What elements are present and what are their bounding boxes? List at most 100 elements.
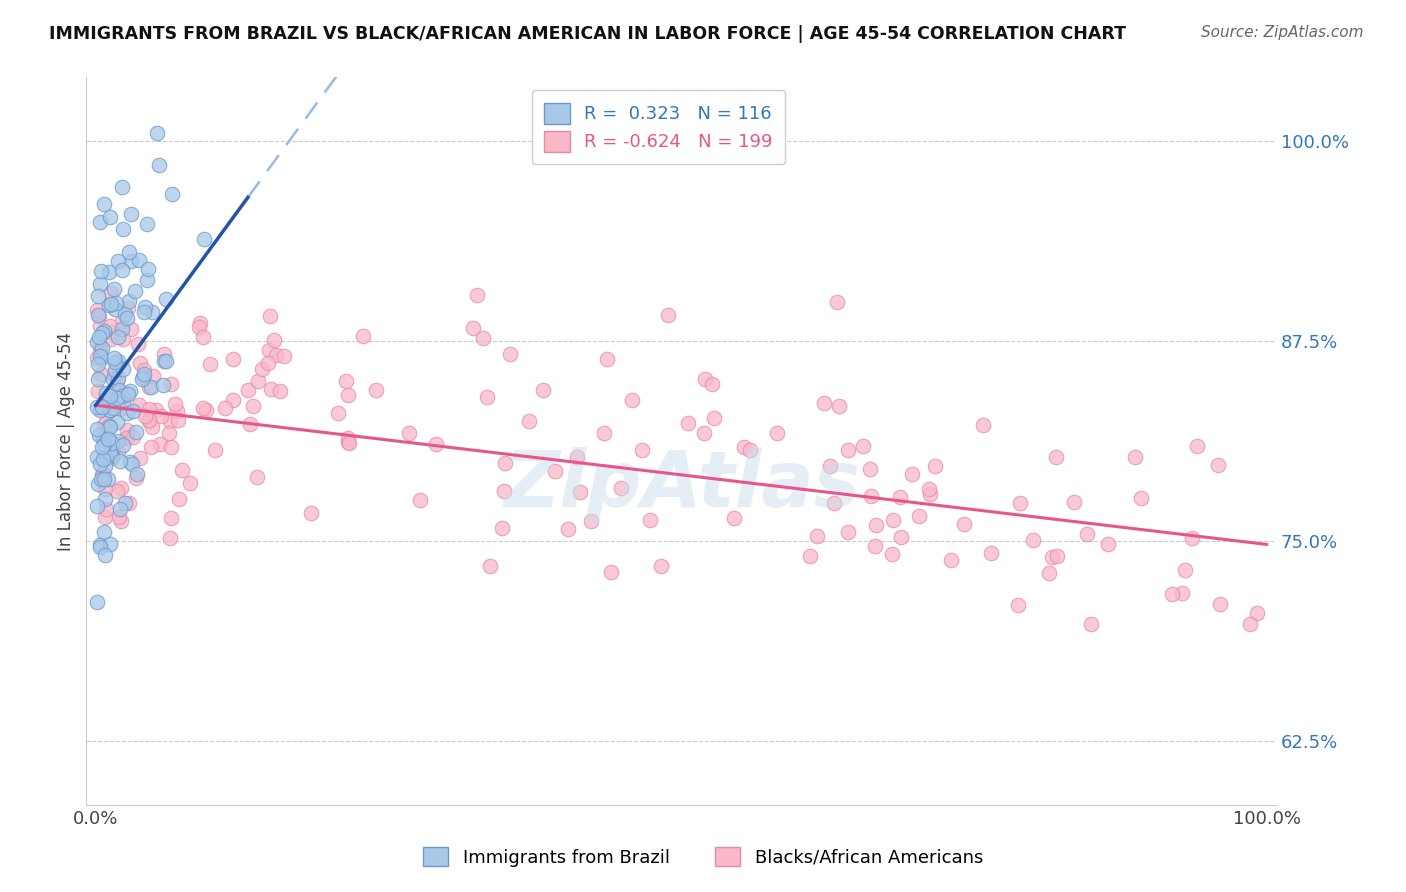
- Point: [110, 454, 132, 468]
- Point: [101, 325, 124, 339]
- Point: [90, 351, 112, 365]
- Point: [222, 352, 245, 367]
- Point: [657, 309, 679, 323]
- Point: [128, 398, 150, 412]
- Point: [111, 387, 134, 401]
- Point: [100, 389, 122, 403]
- Point: [93, 524, 115, 539]
- Point: [103, 371, 125, 385]
- Point: [495, 456, 517, 470]
- Point: [98, 319, 121, 334]
- Point: [117, 294, 139, 309]
- Point: [125, 425, 148, 439]
- Point: [105, 374, 128, 388]
- Point: [1209, 597, 1232, 611]
- Point: [107, 354, 129, 368]
- Point: [90, 440, 112, 454]
- Point: [110, 402, 132, 417]
- Point: [865, 518, 887, 533]
- Point: [700, 376, 723, 391]
- Point: [94, 502, 117, 516]
- Point: [141, 380, 163, 394]
- Point: [103, 398, 125, 412]
- Point: [114, 496, 136, 510]
- Point: [132, 370, 155, 384]
- Point: [117, 301, 139, 315]
- Point: [115, 423, 138, 437]
- Point: [87, 428, 110, 442]
- Point: [117, 432, 139, 446]
- Point: [734, 440, 756, 454]
- Point: [159, 414, 181, 428]
- Point: [519, 414, 541, 428]
- Point: [101, 451, 124, 466]
- Point: [89, 215, 111, 229]
- Point: [91, 341, 114, 355]
- Point: [246, 374, 269, 388]
- Point: [104, 302, 127, 317]
- Point: [939, 553, 962, 567]
- Point: [188, 317, 211, 331]
- Point: [153, 347, 176, 361]
- Point: [115, 311, 138, 326]
- Point: [1174, 563, 1197, 577]
- Point: [865, 539, 887, 553]
- Point: [139, 441, 162, 455]
- Point: [693, 372, 716, 386]
- Point: [134, 304, 156, 318]
- Point: [86, 303, 108, 318]
- Point: [1181, 531, 1204, 545]
- Point: [823, 496, 845, 510]
- Point: [89, 319, 111, 334]
- Point: [112, 362, 135, 376]
- Point: [806, 529, 828, 543]
- Point: [128, 356, 150, 370]
- Point: [166, 413, 188, 427]
- Point: [145, 403, 167, 417]
- Point: [86, 450, 108, 464]
- Point: [138, 380, 160, 394]
- Point: [107, 254, 129, 268]
- Point: [105, 296, 128, 310]
- Point: [89, 540, 111, 554]
- Point: [889, 491, 911, 505]
- Point: [918, 482, 941, 496]
- Point: [631, 442, 654, 457]
- Point: [1008, 496, 1031, 510]
- Point: [266, 348, 288, 362]
- Point: [160, 186, 183, 201]
- Point: [1206, 458, 1229, 472]
- Point: [579, 515, 602, 529]
- Point: [167, 491, 190, 506]
- Point: [87, 476, 110, 491]
- Point: [141, 305, 163, 319]
- Point: [87, 288, 110, 302]
- Point: [118, 384, 141, 399]
- Point: [1187, 438, 1209, 452]
- Point: [1097, 537, 1119, 551]
- Point: [152, 378, 174, 392]
- Point: [111, 438, 134, 452]
- Point: [94, 548, 117, 562]
- Point: [127, 336, 149, 351]
- Point: [97, 432, 120, 446]
- Y-axis label: In Labor Force | Age 45-54: In Labor Force | Age 45-54: [58, 332, 75, 550]
- Point: [86, 384, 108, 398]
- Text: IMMIGRANTS FROM BRAZIL VS BLACK/AFRICAN AMERICAN IN LABOR FORCE | AGE 45-54 CORR: IMMIGRANTS FROM BRAZIL VS BLACK/AFRICAN …: [49, 25, 1126, 43]
- Point: [112, 396, 135, 410]
- Point: [100, 285, 122, 300]
- Point: [94, 450, 117, 465]
- Point: [115, 406, 138, 420]
- Point: [86, 422, 108, 436]
- Point: [813, 395, 835, 409]
- Point: [89, 457, 111, 471]
- Point: [257, 343, 280, 357]
- Point: [153, 354, 176, 368]
- Legend: Immigrants from Brazil, Blacks/African Americans: Immigrants from Brazil, Blacks/African A…: [416, 840, 990, 874]
- Point: [1076, 527, 1098, 541]
- Point: [1038, 566, 1060, 581]
- Point: [693, 426, 716, 441]
- Text: Source: ZipAtlas.com: Source: ZipAtlas.com: [1201, 25, 1364, 40]
- Point: [98, 402, 121, 417]
- Point: [90, 264, 112, 278]
